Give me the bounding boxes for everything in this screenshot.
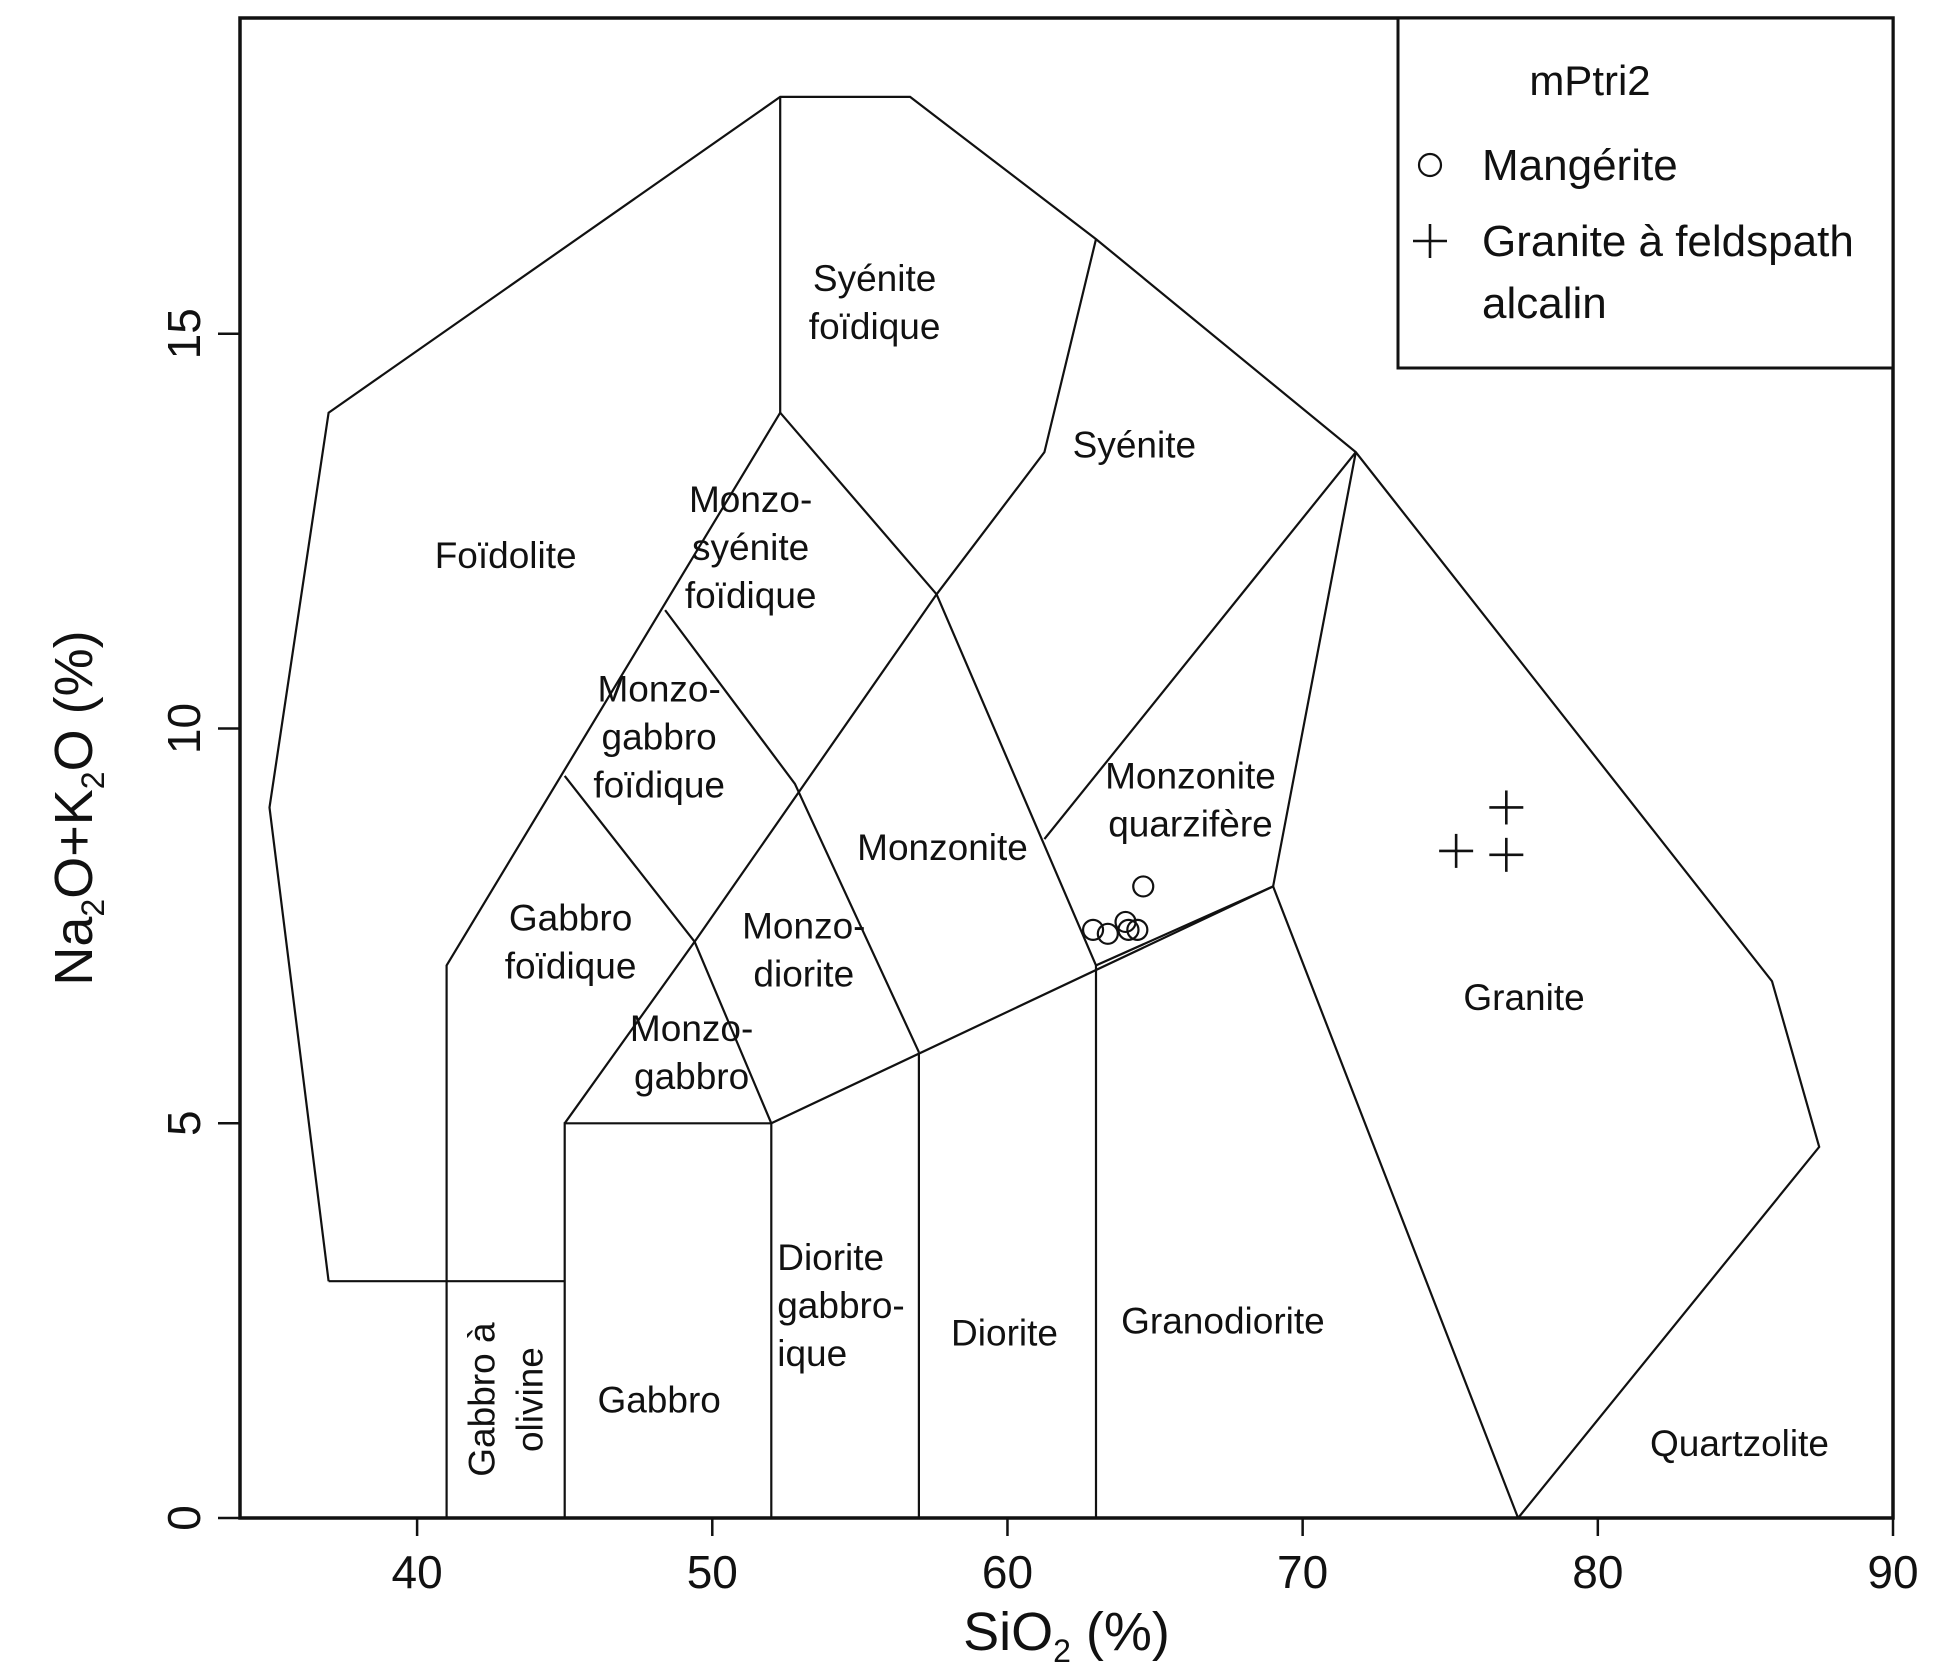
y-tick-label: 15 — [158, 308, 210, 359]
field-label: Foïdolite — [435, 535, 577, 576]
field-label: Quartzolite — [1650, 1423, 1829, 1464]
field-label: Gabbro à olivine — [462, 1322, 551, 1477]
field-label-line: foïdique — [809, 306, 941, 347]
field-label-line: Monzo- — [742, 906, 865, 947]
y-axis-title-part: Na — [44, 916, 104, 986]
field-label-line: Foïdolite — [435, 535, 577, 576]
field-label-line: ique — [777, 1333, 847, 1374]
field-boundary-line — [563, 775, 773, 1124]
field-label: Monzo-syénite foïdique — [685, 479, 817, 616]
y-axis-title-part: 2 — [75, 771, 111, 789]
field-label: Gabbro foïdique — [505, 898, 637, 987]
y-tick-label: 5 — [158, 1110, 210, 1136]
x-axis-title-unit: (%) — [1071, 1602, 1170, 1662]
field-label-line: syénite — [692, 527, 809, 568]
x-tick-label: 80 — [1572, 1546, 1623, 1598]
legend-label: alcalin — [1482, 279, 1607, 328]
field-label: Diorite gabbro-ique — [777, 1237, 905, 1374]
x-axis: 40 50 60 70 80 90 — [392, 1518, 1919, 1598]
data-points — [1081, 790, 1524, 945]
field-label-line: Monzonite — [1105, 756, 1276, 797]
legend-entry: Mangérite — [1417, 141, 1678, 190]
x-tick-label: 40 — [392, 1546, 443, 1598]
field-label: Monzo-diorite — [742, 906, 865, 995]
field-label: Monzonite quarzifère — [1105, 756, 1276, 845]
field-label-line: Diorite — [951, 1312, 1058, 1353]
field-label-line: gabbro — [602, 716, 717, 757]
granite-alkali-feldspar-point — [1489, 837, 1524, 872]
x-tick-label: 90 — [1867, 1546, 1918, 1598]
field-label-line: Gabbro à — [462, 1322, 503, 1477]
field-label-line: Granodiorite — [1121, 1301, 1325, 1342]
field-label-line: Gabbro — [597, 1380, 720, 1421]
legend-box — [1396, 16, 1895, 370]
field-label-line: foïdique — [685, 575, 817, 616]
y-axis-title-part: O (%) — [44, 630, 104, 771]
x-axis-title: SiO2 (%) — [963, 1602, 1170, 1669]
y-tick-label: 10 — [158, 703, 210, 754]
legend-circle-marker — [1417, 152, 1443, 178]
field-boundary-line — [935, 238, 1098, 595]
legend-title: mPtri2 — [1529, 57, 1650, 104]
field-label: Diorite — [951, 1312, 1058, 1353]
field-boundary-line — [664, 609, 920, 1053]
field-boundary-line — [563, 884, 1520, 1519]
classification-field-labels: Foïdolite Syénite foïdique Syénite Monzo-syé… — [435, 258, 1829, 1477]
field-label-line: gabbro- — [777, 1285, 905, 1326]
field-label: Gabbro — [597, 1380, 720, 1421]
mangerite-point — [1117, 918, 1140, 941]
x-axis-title-main: SiO — [963, 1602, 1053, 1662]
field-label-line: Quartzolite — [1650, 1423, 1829, 1464]
x-tick-label: 60 — [982, 1546, 1033, 1598]
legend-entry: Granite à feldspath alcalin — [1413, 217, 1854, 328]
field-label-line: Syénite — [813, 258, 936, 299]
x-tick-label: 70 — [1277, 1546, 1328, 1598]
field-boundary-line — [268, 95, 1821, 1519]
granite-alkali-feldspar-point — [1489, 790, 1524, 825]
legend-plus-marker — [1413, 224, 1447, 258]
field-label-line: Diorite — [777, 1237, 884, 1278]
field-label-line: Monzo- — [689, 479, 812, 520]
legend-label: Mangérite — [1482, 141, 1678, 190]
field-label-line: diorite — [753, 954, 854, 995]
y-axis: 0 5 10 15 — [158, 308, 240, 1531]
field-label-line: quarzifère — [1108, 804, 1273, 845]
x-axis-title-subscript: 2 — [1053, 1633, 1071, 1669]
legend: mPtri2 Mangérite Granite à feldspath alcal… — [1396, 16, 1895, 370]
field-label-line: olivine — [510, 1347, 551, 1452]
field-label-line: foïdique — [505, 946, 637, 987]
field-boundary-line — [1043, 451, 1357, 840]
y-axis-title-part: O+K — [44, 789, 104, 899]
field-label: Granite — [1463, 977, 1584, 1018]
classification-field-boundaries — [268, 95, 1821, 1519]
legend-label: Granite à feldspath — [1482, 217, 1854, 266]
field-label-line: Monzo- — [597, 668, 720, 709]
field-label-line: Gabbro — [509, 898, 632, 939]
field-label: Syénite — [1073, 424, 1196, 465]
field-label: Granodiorite — [1121, 1301, 1325, 1342]
mangerite-point — [1096, 922, 1119, 945]
y-axis-title: Na2O+K2O (%) — [44, 630, 111, 985]
field-label: Syénite foïdique — [809, 258, 941, 347]
field-label-line: Monzonite — [857, 827, 1028, 868]
mangerite-point — [1126, 918, 1149, 941]
field-label: Monzo-gabbro foïdique — [593, 668, 725, 805]
field-label-line: Syénite — [1073, 424, 1196, 465]
legend-entries: Mangérite Granite à feldspath alcalin — [1413, 141, 1854, 328]
field-label-line: foïdique — [593, 764, 725, 805]
mangerite-point — [1081, 918, 1105, 941]
y-axis-title-part: 2 — [75, 899, 111, 917]
plot-frame — [238, 16, 1895, 1520]
field-label-line: gabbro — [634, 1056, 749, 1097]
field-label: Monzonite — [857, 827, 1028, 868]
field-label-line: Granite — [1463, 977, 1584, 1018]
mangerite-point — [1132, 875, 1155, 898]
y-tick-label: 0 — [158, 1505, 210, 1531]
granite-alkali-feldspar-point — [1439, 833, 1474, 868]
field-label-line: Monzo- — [630, 1008, 753, 1049]
field-label: Monzo-gabbro — [630, 1008, 753, 1097]
x-tick-label: 50 — [687, 1546, 738, 1598]
